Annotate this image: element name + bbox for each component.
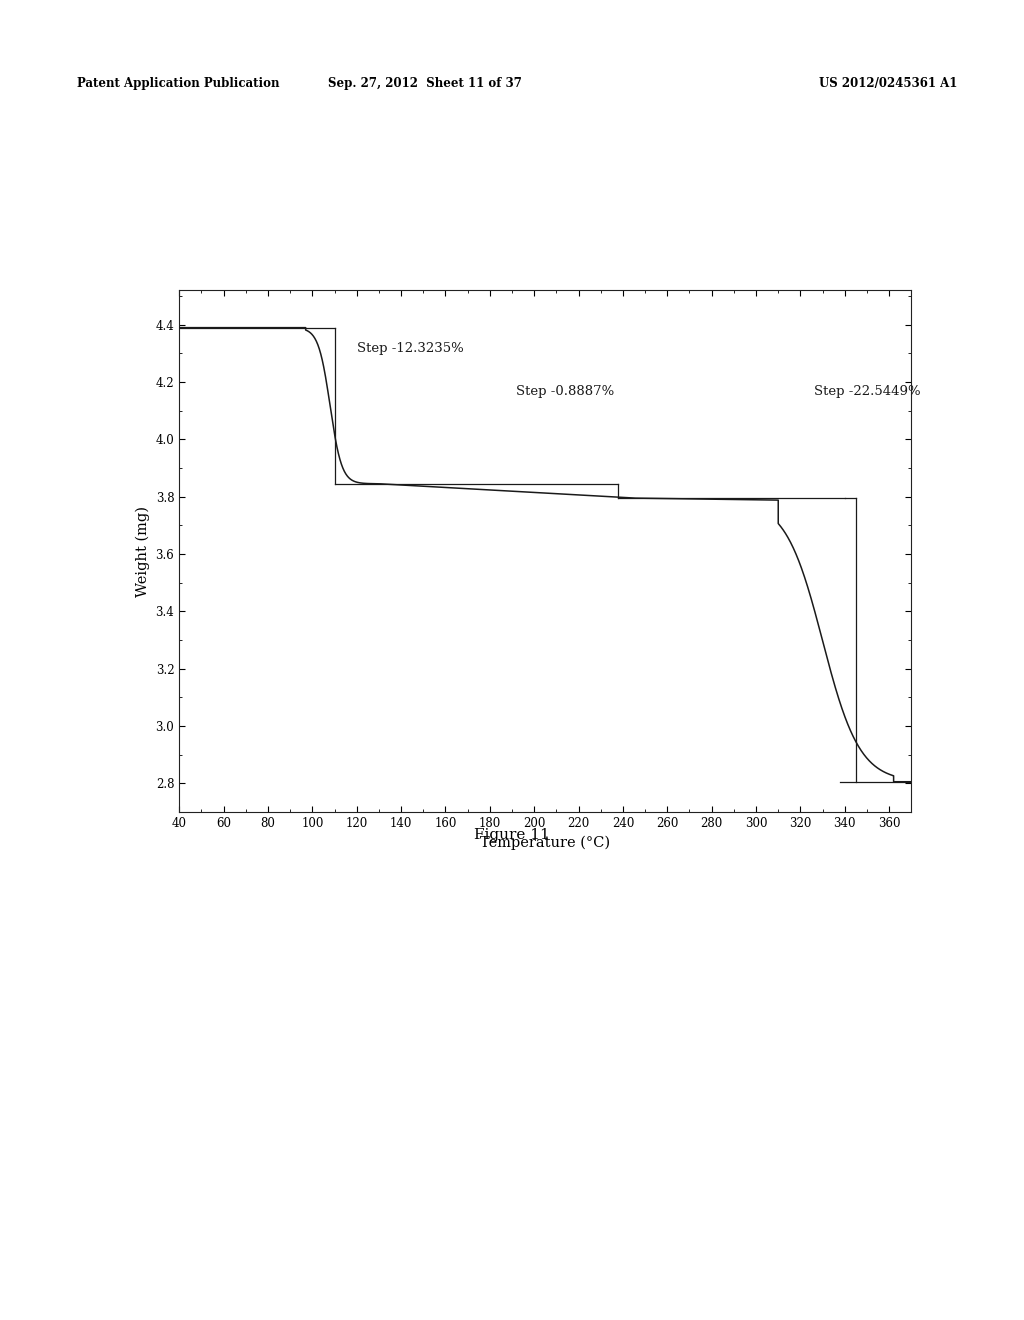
Text: Step -22.5449%: Step -22.5449% (814, 385, 921, 397)
Text: US 2012/0245361 A1: US 2012/0245361 A1 (819, 77, 957, 90)
Text: Step -12.3235%: Step -12.3235% (356, 342, 464, 355)
X-axis label: Temperature (°C): Temperature (°C) (480, 836, 610, 850)
Text: Sep. 27, 2012  Sheet 11 of 37: Sep. 27, 2012 Sheet 11 of 37 (328, 77, 522, 90)
Text: Figure 11: Figure 11 (474, 828, 550, 842)
Text: Patent Application Publication: Patent Application Publication (77, 77, 280, 90)
Text: Step -0.8887%: Step -0.8887% (516, 385, 614, 397)
Y-axis label: Weight (mg): Weight (mg) (135, 506, 151, 597)
